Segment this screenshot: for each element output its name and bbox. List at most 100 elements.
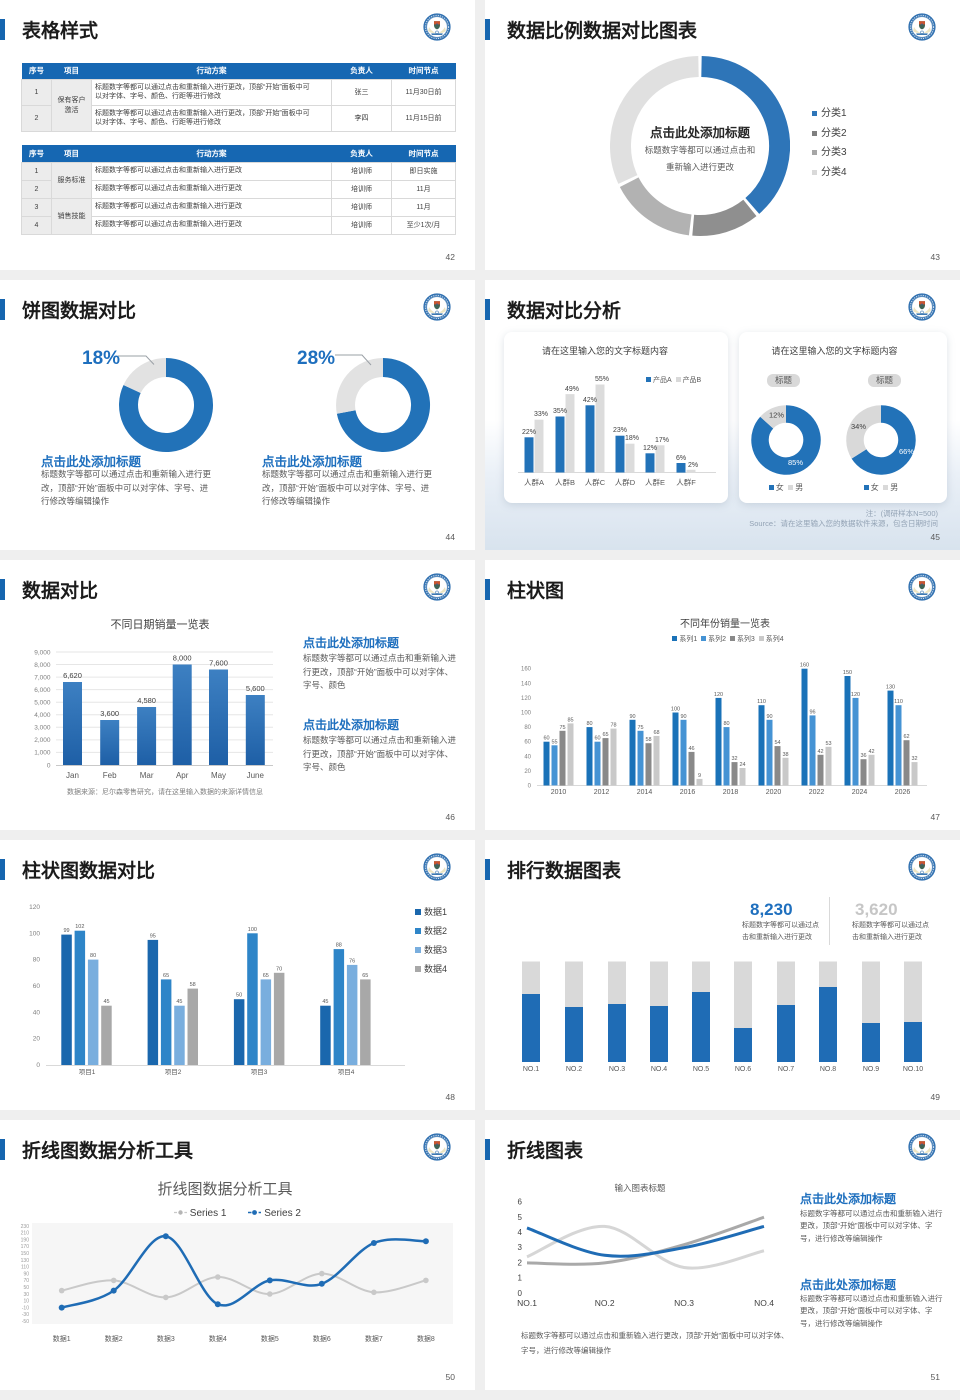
svg-text:2,000: 2,000 [34,737,51,744]
svg-text:55: 55 [551,739,557,745]
svg-text:May: May [211,771,226,780]
svg-text:60: 60 [524,740,531,746]
svg-text:人群F: 人群F [676,477,696,487]
svg-text:66%: 66% [899,447,914,456]
svg-text:8,000: 8,000 [34,662,51,669]
svg-text:项目3: 项目3 [251,1068,268,1076]
svg-text:Feb: Feb [103,771,117,780]
svg-text:12%: 12% [643,445,657,452]
svg-text:5,000: 5,000 [34,700,51,707]
svg-text:42: 42 [868,749,874,755]
svg-text:80: 80 [586,721,592,727]
svg-text:88: 88 [336,943,342,949]
svg-text:53: 53 [825,741,831,747]
svg-text:58: 58 [190,982,196,988]
svg-text:3: 3 [518,1243,523,1252]
svg-text:60: 60 [594,736,600,742]
svg-text:42: 42 [817,749,823,755]
svg-text:9,000: 9,000 [34,649,51,656]
svg-text:NO.2: NO.2 [566,1066,582,1073]
svg-text:2010: 2010 [551,789,567,796]
svg-text:68: 68 [653,730,659,736]
svg-text:2020: 2020 [766,789,782,796]
svg-text:NO.1: NO.1 [517,1298,537,1308]
svg-text:数据6: 数据6 [313,1334,331,1343]
svg-text:数据1: 数据1 [53,1334,71,1343]
svg-text:NO.10: NO.10 [903,1066,923,1073]
svg-text:人群C: 人群C [585,477,606,487]
svg-text:-30: -30 [22,1312,29,1318]
svg-text:NO.2: NO.2 [595,1298,615,1308]
svg-text:项目1: 项目1 [79,1068,96,1076]
svg-text:38: 38 [782,752,788,758]
svg-text:人群B: 人群B [555,477,575,487]
svg-text:2018: 2018 [723,789,739,796]
svg-text:99: 99 [63,928,69,934]
svg-text:5: 5 [518,1213,523,1222]
svg-text:49%: 49% [565,386,579,393]
svg-text:65: 65 [263,973,269,979]
svg-text:140: 140 [521,681,532,687]
svg-text:9: 9 [698,773,701,779]
svg-text:18%: 18% [625,435,639,442]
svg-text:60: 60 [543,736,549,742]
svg-text:170: 170 [21,1244,30,1250]
svg-text:1: 1 [518,1274,523,1283]
svg-text:6,000: 6,000 [34,687,51,694]
svg-text:2%: 2% [688,462,698,469]
svg-text:Jan: Jan [66,771,79,780]
svg-text:0: 0 [528,784,532,790]
svg-text:90: 90 [23,1271,29,1277]
svg-text:7,600: 7,600 [209,659,228,668]
svg-text:NO.4: NO.4 [651,1066,667,1073]
svg-text:6,620: 6,620 [63,671,82,680]
svg-text:0: 0 [36,1062,40,1069]
svg-text:120: 120 [714,692,723,698]
svg-text:46: 46 [688,746,694,752]
svg-text:2012: 2012 [594,789,610,796]
svg-text:102: 102 [75,924,84,930]
svg-text:34%: 34% [851,422,866,431]
svg-text:80: 80 [90,953,96,959]
svg-text:5,600: 5,600 [246,684,265,693]
svg-text:10: 10 [23,1299,29,1305]
svg-text:NO.9: NO.9 [863,1066,879,1073]
svg-text:150: 150 [21,1251,30,1257]
svg-text:人群A: 人群A [524,477,544,487]
svg-text:NO.8: NO.8 [820,1066,836,1073]
svg-text:NO.1: NO.1 [523,1066,539,1073]
svg-text:30: 30 [23,1292,29,1298]
svg-text:130: 130 [21,1258,30,1264]
svg-text:4: 4 [518,1228,523,1237]
svg-text:120: 120 [29,904,40,911]
svg-text:3,600: 3,600 [100,709,119,718]
svg-text:2024: 2024 [852,789,868,796]
svg-text:0: 0 [518,1289,523,1298]
svg-text:80: 80 [723,721,729,727]
svg-text:32: 32 [731,756,737,762]
svg-text:2026: 2026 [895,789,911,796]
svg-text:110: 110 [894,699,903,705]
svg-text:4,580: 4,580 [137,696,156,705]
svg-text:50: 50 [23,1285,29,1291]
svg-text:NO.7: NO.7 [778,1066,794,1073]
svg-text:110: 110 [757,699,766,705]
svg-text:58: 58 [645,737,651,743]
svg-text:70: 70 [23,1278,29,1284]
svg-text:65: 65 [602,732,608,738]
svg-text:NO.3: NO.3 [674,1298,694,1308]
svg-text:数据4: 数据4 [209,1334,227,1343]
svg-text:12%: 12% [769,411,784,420]
svg-text:项目4: 项目4 [338,1068,355,1076]
svg-text:55%: 55% [595,376,609,383]
svg-text:22%: 22% [522,429,536,436]
svg-text:32: 32 [911,756,917,762]
svg-text:24: 24 [739,762,745,768]
svg-text:120: 120 [521,696,532,702]
svg-text:160: 160 [800,663,809,669]
svg-text:2016: 2016 [680,789,696,796]
svg-text:数据5: 数据5 [261,1334,279,1343]
svg-text:6: 6 [518,1198,523,1207]
svg-text:36: 36 [860,753,866,759]
svg-text:7,000: 7,000 [34,674,51,681]
